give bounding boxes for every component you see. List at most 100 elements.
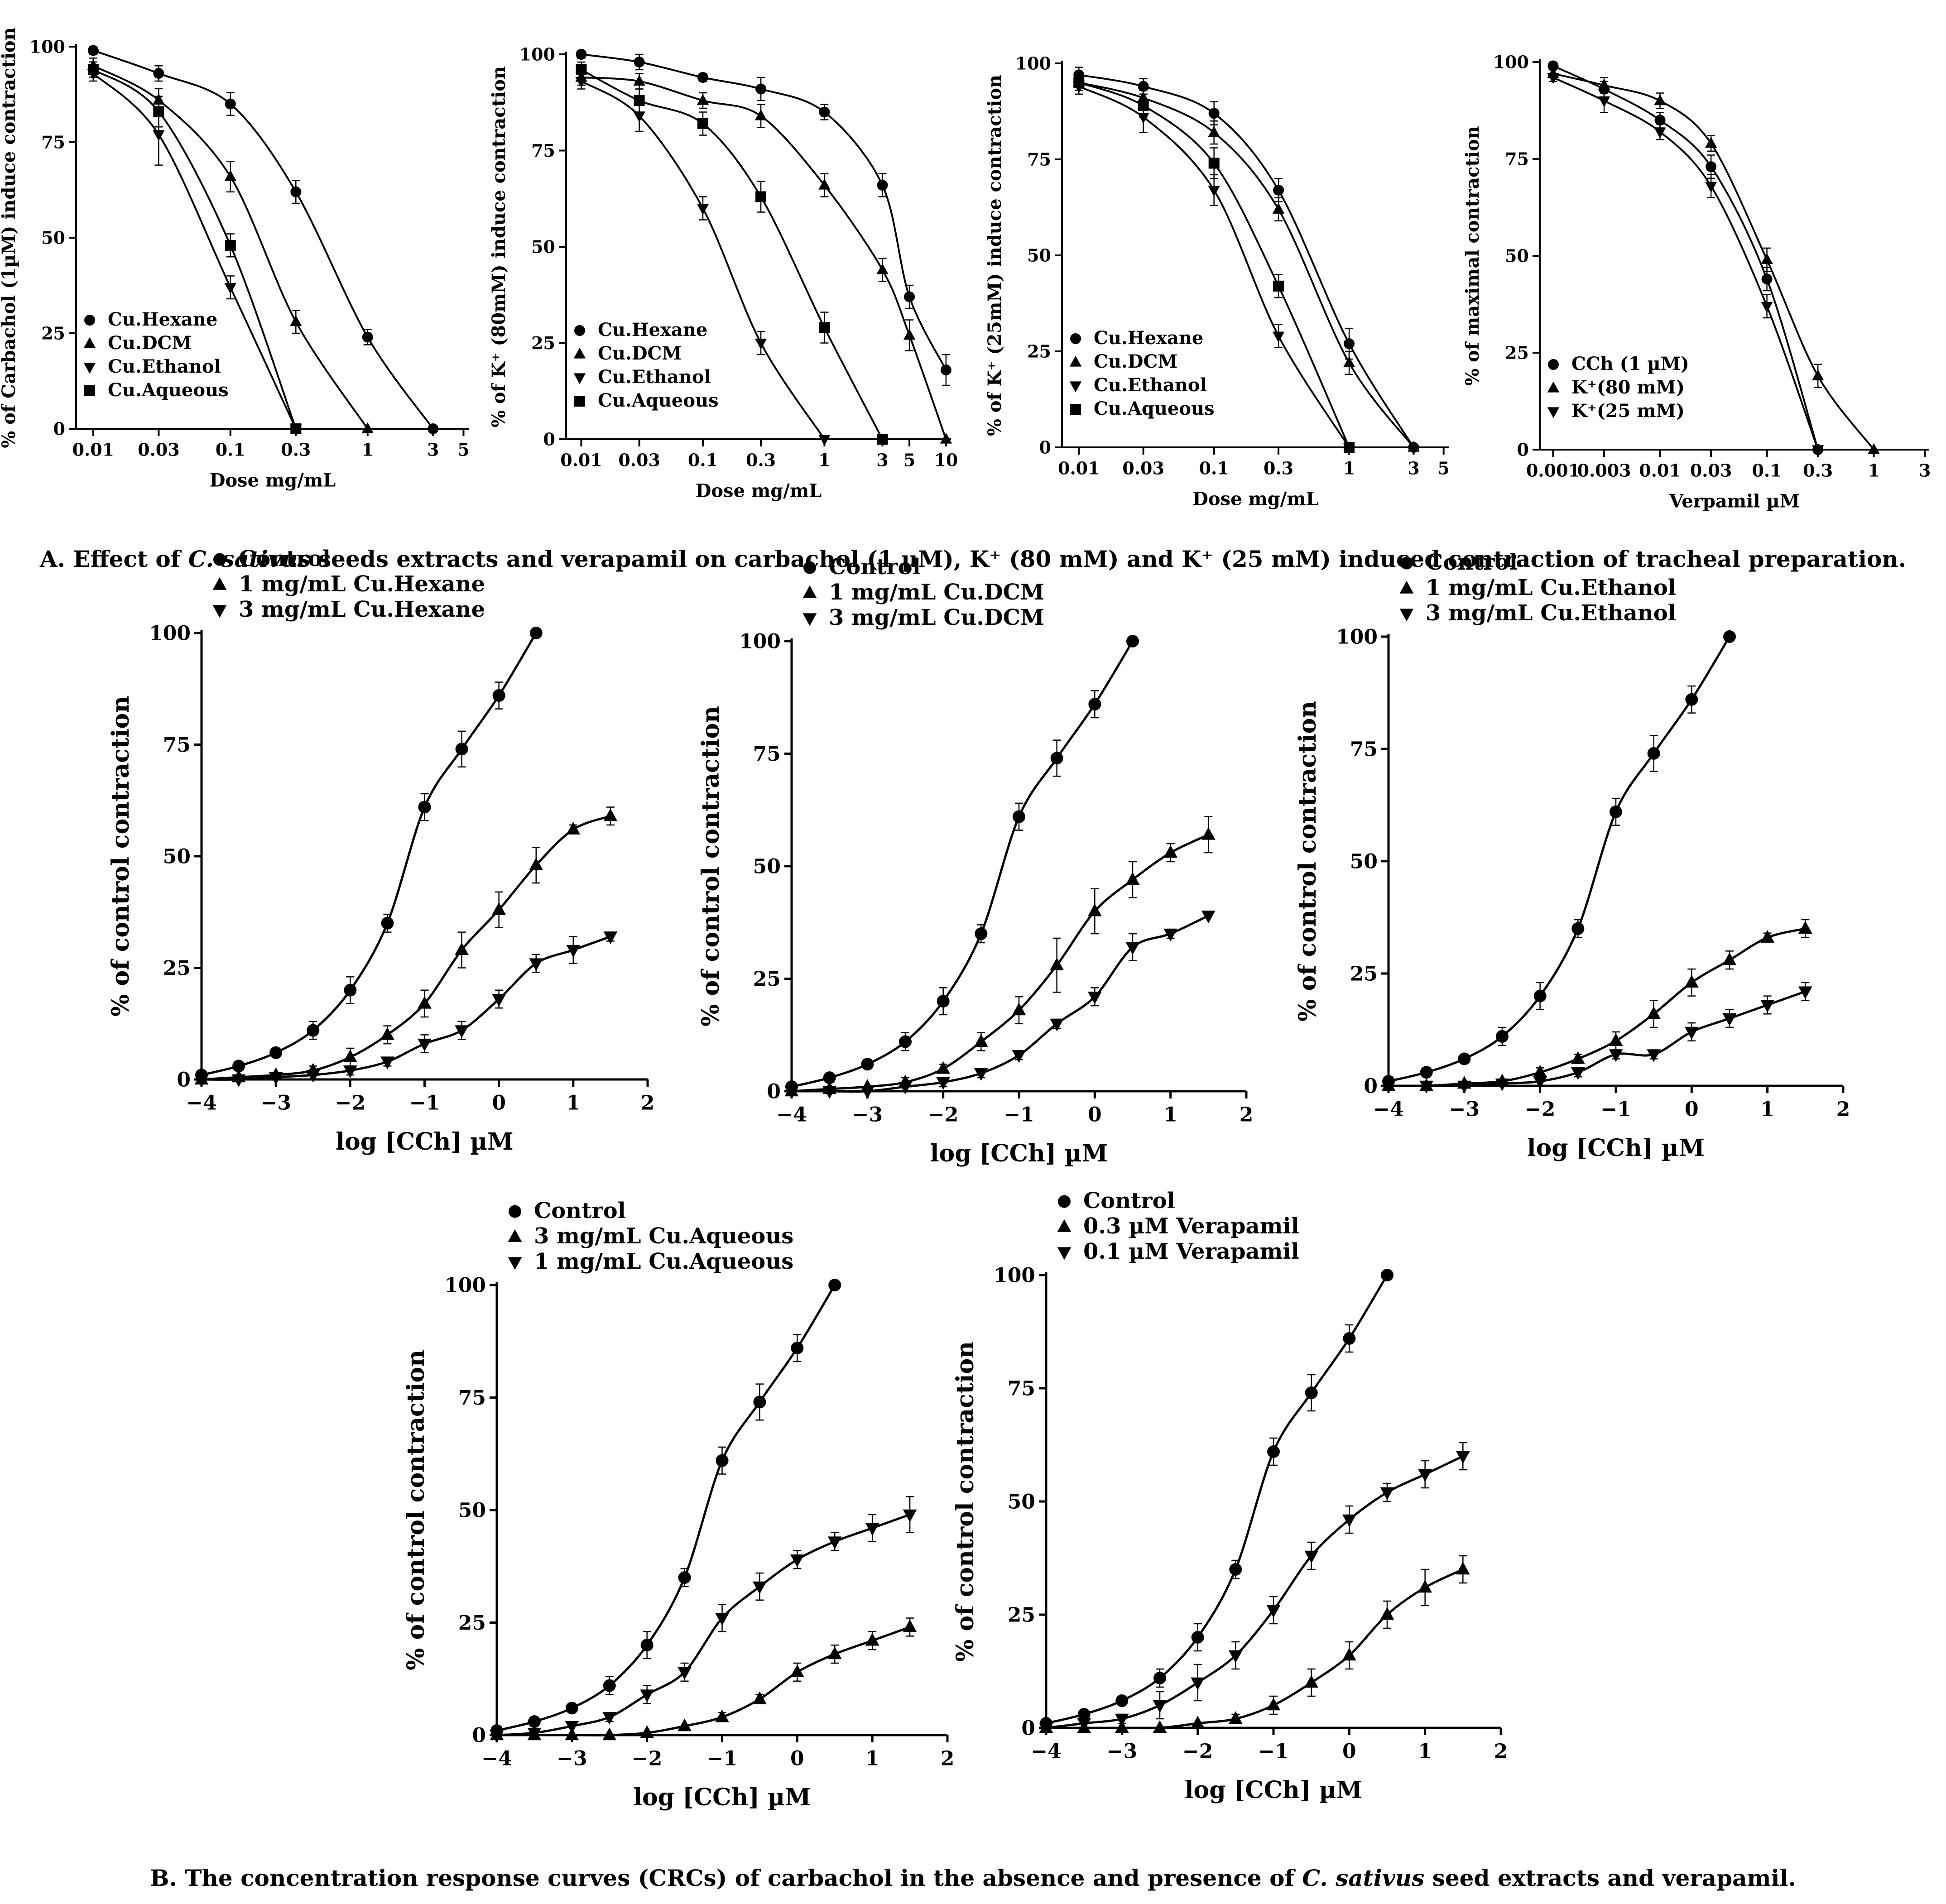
x-tick-label: 3 — [1408, 458, 1419, 479]
data-point — [602, 1712, 617, 1725]
x-tick-label: −4 — [776, 1103, 807, 1127]
data-point — [823, 1071, 836, 1084]
series-3-mg-ml-cu-ethanol — [1381, 982, 1812, 1093]
data-point — [153, 130, 165, 141]
data-point — [1273, 184, 1284, 196]
y-tick-label: 25 — [753, 968, 781, 991]
series-cu-aqueous — [1073, 74, 1355, 453]
x-tick-label: −1 — [1600, 1098, 1631, 1121]
y-tick-label: 75 — [1350, 738, 1378, 761]
x-tick-label: 1 — [1418, 1740, 1432, 1763]
data-point — [1609, 1049, 1623, 1062]
caption-b-pre: B. The concentration response curves (CR… — [150, 1865, 1302, 1891]
x-axis-label: Dose mg/mL — [696, 480, 822, 502]
x-axis-label: log [CCh] µM — [336, 1128, 513, 1156]
series-line — [1388, 636, 1731, 1083]
data-point — [1201, 827, 1216, 840]
y-axis-label: % of control contraction — [1294, 701, 1321, 1022]
data-point — [87, 64, 99, 75]
data-point — [755, 83, 767, 95]
x-tick-label: 0 — [1685, 1098, 1699, 1121]
x-tick-label: 0.3 — [281, 440, 311, 460]
legend-label: K⁺(80 mM) — [1571, 377, 1685, 398]
y-axis-label: % of K⁺ (25mM) induce contraction — [984, 75, 1005, 436]
series-3-mg-ml-cu-aqueous — [490, 1617, 917, 1741]
data-point — [1229, 1563, 1242, 1576]
data-point — [678, 1571, 691, 1584]
data-point — [1684, 1026, 1699, 1040]
data-point — [937, 995, 950, 1008]
legend-marker — [574, 325, 585, 336]
series-3-mg-ml-cu-dcm — [784, 911, 1216, 1099]
data-point — [1705, 182, 1717, 193]
data-point — [1654, 127, 1666, 139]
data-point — [1039, 1722, 1053, 1736]
data-point — [1138, 100, 1149, 111]
data-point — [1609, 1033, 1623, 1046]
chart-b2: 0 25 50 75 100 −4 −3 −2 −1 0 1 2 log [CCh] µM % of co… — [697, 554, 1254, 1167]
data-point — [1457, 1080, 1471, 1093]
data-point — [1533, 1076, 1547, 1089]
x-tick-label: −2 — [928, 1103, 958, 1127]
data-point — [1811, 445, 1824, 456]
data-point — [418, 1038, 432, 1051]
x-tick-label: 0.01 — [72, 440, 115, 460]
data-point — [1811, 369, 1824, 380]
data-point — [1208, 108, 1220, 119]
data-point — [1761, 273, 1773, 285]
data-point — [1420, 1066, 1433, 1079]
data-point — [677, 1667, 692, 1680]
caption-b-species: C. sativus — [1302, 1865, 1425, 1891]
legend-label: Cu.Hexane — [108, 309, 217, 330]
x-tick-label: −4 — [1373, 1098, 1403, 1121]
legend-marker — [574, 396, 585, 407]
legend-marker — [84, 315, 95, 326]
y-tick-label: 25 — [163, 957, 191, 980]
data-point — [974, 1034, 988, 1047]
legend-marker — [83, 363, 96, 374]
data-point — [1380, 1487, 1394, 1500]
data-point — [1208, 158, 1220, 169]
x-tick-label: −4 — [186, 1092, 216, 1115]
legend-label: 0.3 µM Verapamil — [1083, 1213, 1299, 1239]
series-line — [1078, 86, 1350, 448]
chart-b1: 0 25 50 75 100 −4 −3 −2 −1 0 1 2 log [CCh] µM % of co… — [107, 546, 655, 1156]
x-tick-label: 1 — [567, 1092, 581, 1115]
data-point — [575, 77, 587, 88]
data-point — [1706, 161, 1717, 173]
caption-b: B. The concentration response curves (CR… — [0, 1865, 1946, 1891]
data-point — [1305, 1386, 1318, 1399]
data-point — [529, 627, 543, 639]
series-line — [1046, 1568, 1464, 1730]
data-point — [677, 1718, 692, 1731]
series-cu-hexane — [576, 49, 951, 386]
x-tick-label: 0.03 — [1122, 458, 1164, 479]
y-tick-label: 100 — [994, 1264, 1035, 1287]
data-point — [87, 45, 99, 56]
data-point — [1050, 752, 1063, 765]
series-line — [1078, 82, 1350, 448]
y-tick-label: 100 — [29, 36, 65, 57]
data-point — [754, 109, 767, 120]
series-line — [1388, 990, 1806, 1087]
legend-label: Cu.DCM — [108, 332, 192, 354]
x-tick-label: 1 — [865, 1747, 879, 1770]
legend-marker — [84, 385, 95, 396]
data-point — [1208, 186, 1220, 197]
legend-marker — [802, 613, 817, 626]
x-tick-label: 0.03 — [1690, 460, 1732, 481]
x-axis-label: log [CCh] µM — [930, 1140, 1108, 1167]
data-point — [1685, 693, 1698, 706]
data-point — [529, 958, 543, 971]
legend-label: 1 mg/mL Cu.Hexane — [239, 571, 485, 597]
x-tick-label: 2 — [1240, 1103, 1254, 1127]
data-point — [1408, 441, 1420, 452]
legend-label: Control — [534, 1198, 626, 1223]
legend-label: 3 mg/mL Cu.Hexane — [239, 597, 485, 622]
series-k-25-mm — [1547, 73, 1824, 456]
data-point — [224, 170, 236, 181]
series-line — [791, 640, 1134, 1088]
data-point — [1087, 992, 1102, 1005]
